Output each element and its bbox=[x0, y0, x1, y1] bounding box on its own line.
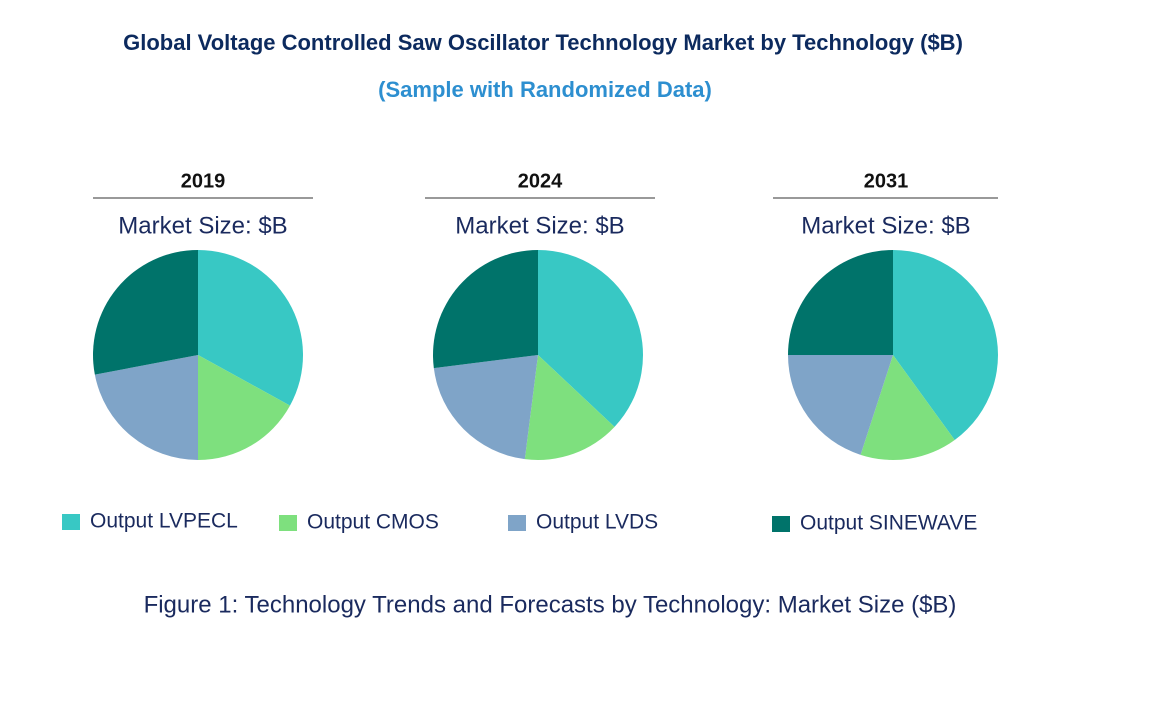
pie-subtitle: Market Size: $B bbox=[801, 212, 970, 239]
legend-label: Output CMOS bbox=[307, 511, 439, 534]
pie-slice bbox=[538, 250, 643, 427]
legend-swatch bbox=[279, 515, 297, 531]
pie-slice bbox=[788, 250, 893, 355]
pie-slice bbox=[198, 355, 291, 460]
pie-slice bbox=[94, 355, 198, 460]
pie-subtitle: Market Size: $B bbox=[118, 212, 287, 239]
pie-title: 2024 bbox=[518, 170, 563, 192]
pie-title: 2019 bbox=[181, 170, 226, 192]
pie-slice bbox=[92, 250, 198, 375]
pie-title: 2031 bbox=[864, 170, 909, 192]
pie-slice bbox=[788, 355, 893, 455]
legend-swatch bbox=[772, 516, 790, 532]
legend-label: Output SINEWAVE bbox=[800, 512, 977, 535]
chart-subtitle: (Sample with Randomized Data) bbox=[378, 77, 712, 102]
pie-slice bbox=[893, 250, 998, 440]
pie-slice bbox=[198, 250, 304, 406]
legend-swatch bbox=[508, 515, 526, 531]
pie-slice bbox=[432, 250, 538, 369]
legend-swatch bbox=[62, 514, 80, 530]
pie-slice bbox=[433, 355, 538, 460]
legend-label: Output LVPECL bbox=[90, 510, 238, 533]
chart-title: Global Voltage Controlled Saw Oscillator… bbox=[123, 30, 963, 55]
pie-slice bbox=[524, 355, 615, 460]
legend-label: Output LVDS bbox=[536, 511, 658, 534]
pie-slice bbox=[860, 355, 955, 460]
pie-subtitle: Market Size: $B bbox=[455, 212, 624, 239]
caption: Figure 1: Technology Trends and Forecast… bbox=[144, 591, 957, 618]
